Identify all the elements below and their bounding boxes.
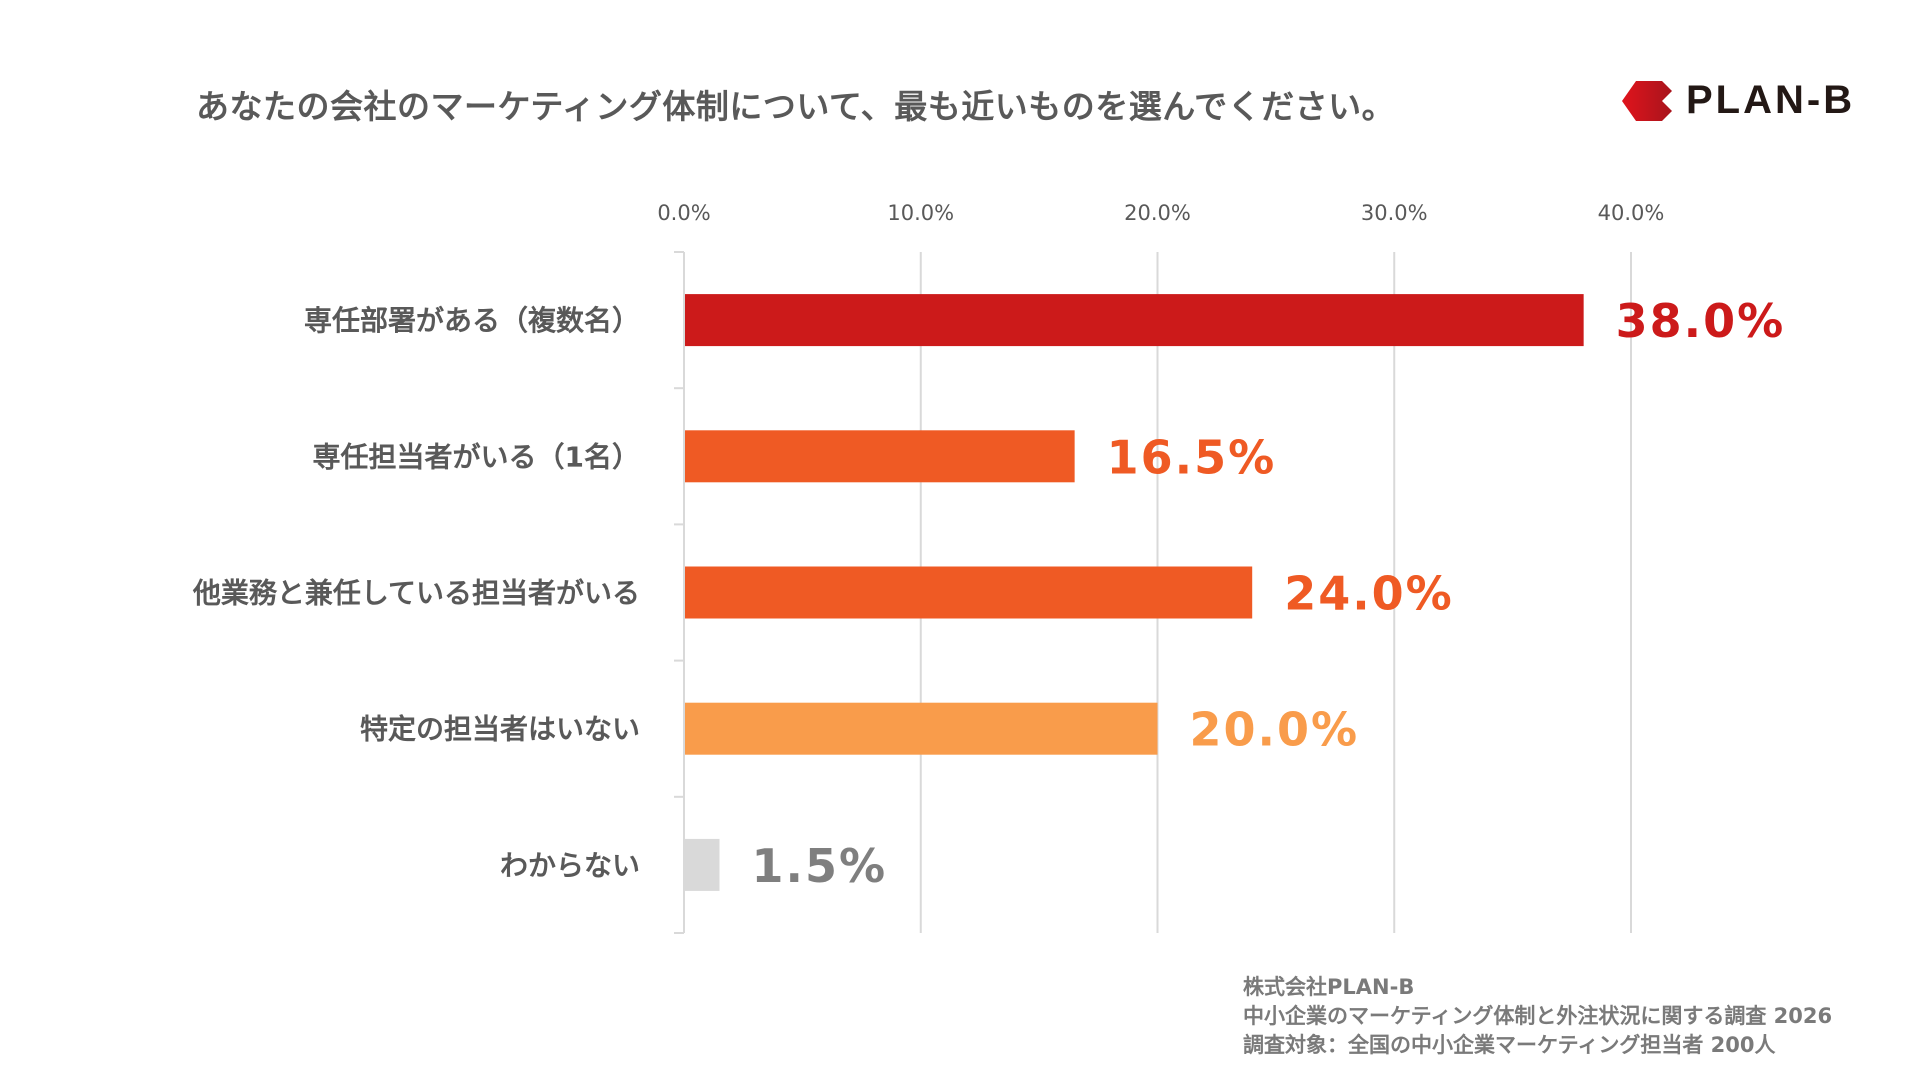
source-footer: 株式会社PLAN-B 中小企業のマーケティング体制と外注状況に関する調査 202… [1243,973,1832,1060]
bar [685,838,720,891]
x-tick-label: 10.0% [887,201,954,225]
x-tick-label: 30.0% [1361,201,1428,225]
data-label: 1.5% [752,839,888,893]
data-label: 24.0% [1284,567,1454,621]
footer-company: 株式会社PLAN-B [1243,975,1415,999]
bar [685,294,1584,347]
data-label: 16.5% [1107,430,1277,484]
footer-survey-name: 中小企業のマーケティング体制と外注状況に関する調査 2026 [1243,1004,1833,1028]
category-label: 専任担当者がいる（1名） [313,440,640,473]
category-label: 特定の担当者はいない [360,713,640,746]
bar [685,566,1253,619]
data-label: 38.0% [1616,294,1786,348]
chart-title: あなたの会社のマーケティング体制について、最も近いものを選んでください。 [196,87,1396,126]
bar [685,702,1158,755]
x-tick-label: 40.0% [1598,201,1665,225]
footer-survey-target: 調査対象：全国の中小企業マーケティング担当者 200人 [1243,1033,1776,1057]
category-label: 他業務と兼任している担当者がいる [192,577,640,610]
bar [685,430,1075,483]
x-tick-label: 20.0% [1124,201,1191,225]
category-label: わからない [500,849,640,882]
x-tick-label: 0.0% [657,201,710,225]
data-label: 20.0% [1190,703,1360,757]
plan-b-logo-icon [1622,80,1672,121]
plan-b-logo: PLAN-B [1622,78,1855,123]
logo-text: PLAN-B [1686,78,1856,122]
category-label: 専任部署がある（複数名） [304,304,640,337]
